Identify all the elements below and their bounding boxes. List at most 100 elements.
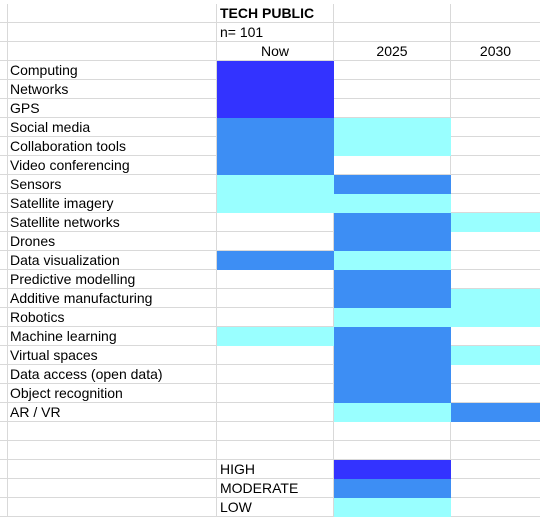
level-cell[interactable] — [451, 175, 540, 194]
level-cell[interactable] — [217, 213, 334, 232]
technology-label[interactable]: Machine learning — [8, 327, 217, 346]
level-cell[interactable] — [451, 137, 540, 156]
empty-cell[interactable] — [8, 23, 217, 42]
level-cell[interactable] — [451, 156, 540, 175]
empty-cell[interactable] — [8, 460, 217, 479]
level-cell[interactable] — [451, 270, 540, 289]
empty-cell[interactable] — [8, 4, 217, 23]
sheet-title[interactable]: TECH PUBLIC — [217, 4, 334, 23]
empty-cell[interactable] — [8, 422, 217, 441]
row-gutter[interactable] — [0, 479, 8, 498]
level-cell[interactable] — [334, 80, 451, 99]
empty-cell[interactable] — [451, 441, 540, 460]
level-cell[interactable] — [334, 213, 451, 232]
level-cell[interactable] — [334, 365, 451, 384]
legend-label[interactable]: HIGH — [217, 460, 334, 479]
technology-label[interactable]: Additive manufacturing — [8, 289, 217, 308]
level-cell[interactable] — [217, 251, 334, 270]
technology-label[interactable]: AR / VR — [8, 403, 217, 422]
level-cell[interactable] — [217, 270, 334, 289]
level-cell[interactable] — [334, 156, 451, 175]
empty-cell[interactable] — [8, 42, 217, 61]
row-gutter[interactable] — [0, 498, 8, 517]
technology-label[interactable]: Object recognition — [8, 384, 217, 403]
legend-swatch[interactable] — [334, 498, 451, 517]
technology-label[interactable]: Satellite networks — [8, 213, 217, 232]
level-cell[interactable] — [334, 270, 451, 289]
level-cell[interactable] — [334, 251, 451, 270]
level-cell[interactable] — [217, 61, 334, 80]
row-gutter[interactable] — [0, 441, 8, 460]
row-gutter[interactable] — [0, 251, 8, 270]
level-cell[interactable] — [217, 289, 334, 308]
level-cell[interactable] — [217, 403, 334, 422]
level-cell[interactable] — [217, 308, 334, 327]
column-header-now[interactable]: Now — [217, 42, 334, 61]
sample-size[interactable]: n= 101 — [217, 23, 334, 42]
level-cell[interactable] — [334, 289, 451, 308]
level-cell[interactable] — [217, 346, 334, 365]
level-cell[interactable] — [217, 137, 334, 156]
level-cell[interactable] — [334, 137, 451, 156]
row-gutter[interactable] — [0, 4, 8, 23]
row-gutter[interactable] — [0, 118, 8, 137]
technology-label[interactable]: Sensors — [8, 175, 217, 194]
row-gutter[interactable] — [0, 61, 8, 80]
empty-cell[interactable] — [217, 441, 334, 460]
row-gutter[interactable] — [0, 232, 8, 251]
level-cell[interactable] — [334, 308, 451, 327]
row-gutter[interactable] — [0, 194, 8, 213]
level-cell[interactable] — [334, 99, 451, 118]
empty-cell[interactable] — [8, 479, 217, 498]
level-cell[interactable] — [451, 327, 540, 346]
level-cell[interactable] — [451, 251, 540, 270]
technology-label[interactable]: GPS — [8, 99, 217, 118]
legend-label[interactable]: MODERATE — [217, 479, 334, 498]
level-cell[interactable] — [217, 118, 334, 137]
empty-cell[interactable] — [451, 498, 540, 517]
row-gutter[interactable] — [0, 42, 8, 61]
row-gutter[interactable] — [0, 213, 8, 232]
level-cell[interactable] — [451, 80, 540, 99]
row-gutter[interactable] — [0, 365, 8, 384]
level-cell[interactable] — [451, 232, 540, 251]
level-cell[interactable] — [217, 175, 334, 194]
technology-label[interactable]: Data visualization — [8, 251, 217, 270]
row-gutter[interactable] — [0, 308, 8, 327]
empty-cell[interactable] — [217, 422, 334, 441]
row-gutter[interactable] — [0, 384, 8, 403]
row-gutter[interactable] — [0, 99, 8, 118]
technology-label[interactable]: Computing — [8, 61, 217, 80]
level-cell[interactable] — [451, 61, 540, 80]
level-cell[interactable] — [217, 232, 334, 251]
level-cell[interactable] — [451, 99, 540, 118]
row-gutter[interactable] — [0, 156, 8, 175]
technology-label[interactable]: Social media — [8, 118, 217, 137]
technology-label[interactable]: Networks — [8, 80, 217, 99]
technology-label[interactable]: Video conferencing — [8, 156, 217, 175]
technology-label[interactable]: Robotics — [8, 308, 217, 327]
level-cell[interactable] — [451, 289, 540, 308]
level-cell[interactable] — [334, 61, 451, 80]
row-gutter[interactable] — [0, 270, 8, 289]
level-cell[interactable] — [451, 194, 540, 213]
row-gutter[interactable] — [0, 23, 8, 42]
level-cell[interactable] — [334, 327, 451, 346]
empty-cell[interactable] — [451, 422, 540, 441]
technology-label[interactable]: Drones — [8, 232, 217, 251]
level-cell[interactable] — [451, 384, 540, 403]
empty-cell[interactable] — [334, 441, 451, 460]
empty-cell[interactable] — [334, 422, 451, 441]
level-cell[interactable] — [451, 213, 540, 232]
level-cell[interactable] — [334, 194, 451, 213]
level-cell[interactable] — [334, 118, 451, 137]
level-cell[interactable] — [217, 384, 334, 403]
level-cell[interactable] — [334, 403, 451, 422]
level-cell[interactable] — [451, 308, 540, 327]
level-cell[interactable] — [451, 365, 540, 384]
level-cell[interactable] — [217, 327, 334, 346]
technology-label[interactable]: Collaboration tools — [8, 137, 217, 156]
empty-cell[interactable] — [451, 460, 540, 479]
row-gutter[interactable] — [0, 346, 8, 365]
technology-label[interactable]: Satellite imagery — [8, 194, 217, 213]
